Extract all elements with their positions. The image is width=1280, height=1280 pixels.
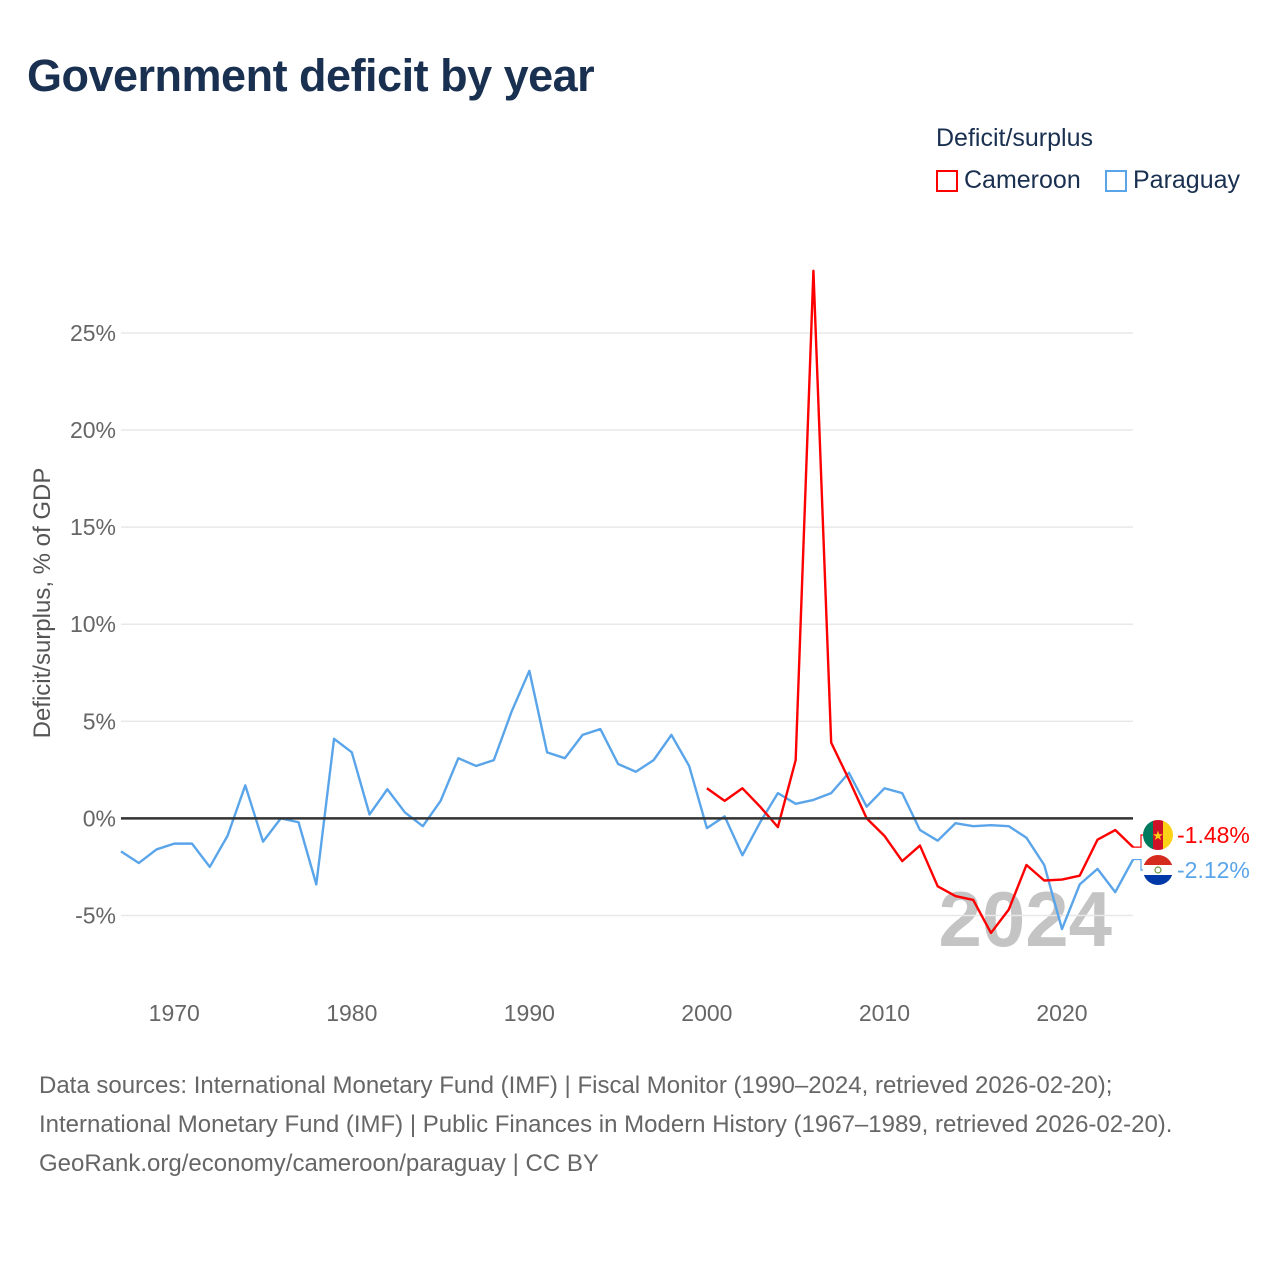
source-link[interactable]: GeoRank.org/economy/cameroon/paraguay | … (39, 1150, 599, 1177)
legend-item-paraguay[interactable]: Paraguay (1105, 166, 1240, 195)
x-tick-label: 2010 (859, 1000, 910, 1026)
series-line-cameroon (706, 269, 1134, 935)
y-tick-label: 15% (70, 514, 116, 540)
end-connector (1133, 834, 1143, 848)
end-value-label-cameroon: -1.48% (1177, 822, 1250, 848)
flag-stripe (1163, 820, 1173, 850)
source-line: Data sources: International Monetary Fun… (39, 1072, 1113, 1099)
legend-label: Cameroon (964, 166, 1081, 194)
x-tick-label: 1990 (504, 1000, 555, 1026)
legend-swatch-cameroon (936, 169, 958, 192)
flag-stripe (1143, 875, 1173, 885)
y-tick-label: 25% (70, 320, 116, 346)
year-watermark: 2024 (938, 875, 1112, 963)
flag-stripe (1153, 820, 1163, 850)
y-axis-label: Deficit/surplus, % of GDP (29, 468, 56, 739)
x-tick-label: 2020 (1036, 1000, 1087, 1026)
flag-stripe (1143, 820, 1153, 850)
flag-stripe (1143, 855, 1173, 865)
legend-title: Deficit/surplus (936, 124, 1093, 152)
legend-swatch-paraguay (1105, 169, 1127, 192)
x-tick-label: 1970 (149, 1000, 200, 1026)
y-tick-label: 0% (83, 805, 116, 831)
legend-label: Paraguay (1133, 166, 1241, 194)
flag-stripe (1143, 865, 1173, 875)
end-value-label-paraguay: -2.12% (1177, 857, 1250, 883)
end-connector (1133, 858, 1143, 871)
y-tick-label: 20% (70, 417, 116, 443)
y-tick-label: 10% (70, 611, 116, 637)
legend-item-cameroon[interactable]: Cameroon (936, 166, 1081, 195)
page-title: Government deficit by year (27, 50, 595, 101)
x-tick-label: 2000 (681, 1000, 732, 1026)
source-note: Data sources: International Monetary Fun… (39, 1066, 1239, 1183)
source-line: International Monetary Fund (IMF) | Publ… (39, 1111, 1173, 1138)
flag-star: ★ (1152, 828, 1164, 843)
x-tick-label: 1980 (326, 1000, 377, 1026)
series-line-paraguay (120, 669, 1135, 931)
flag-emblem (1154, 866, 1162, 874)
y-tick-label: -5% (75, 902, 116, 928)
y-tick-label: 5% (83, 708, 116, 734)
